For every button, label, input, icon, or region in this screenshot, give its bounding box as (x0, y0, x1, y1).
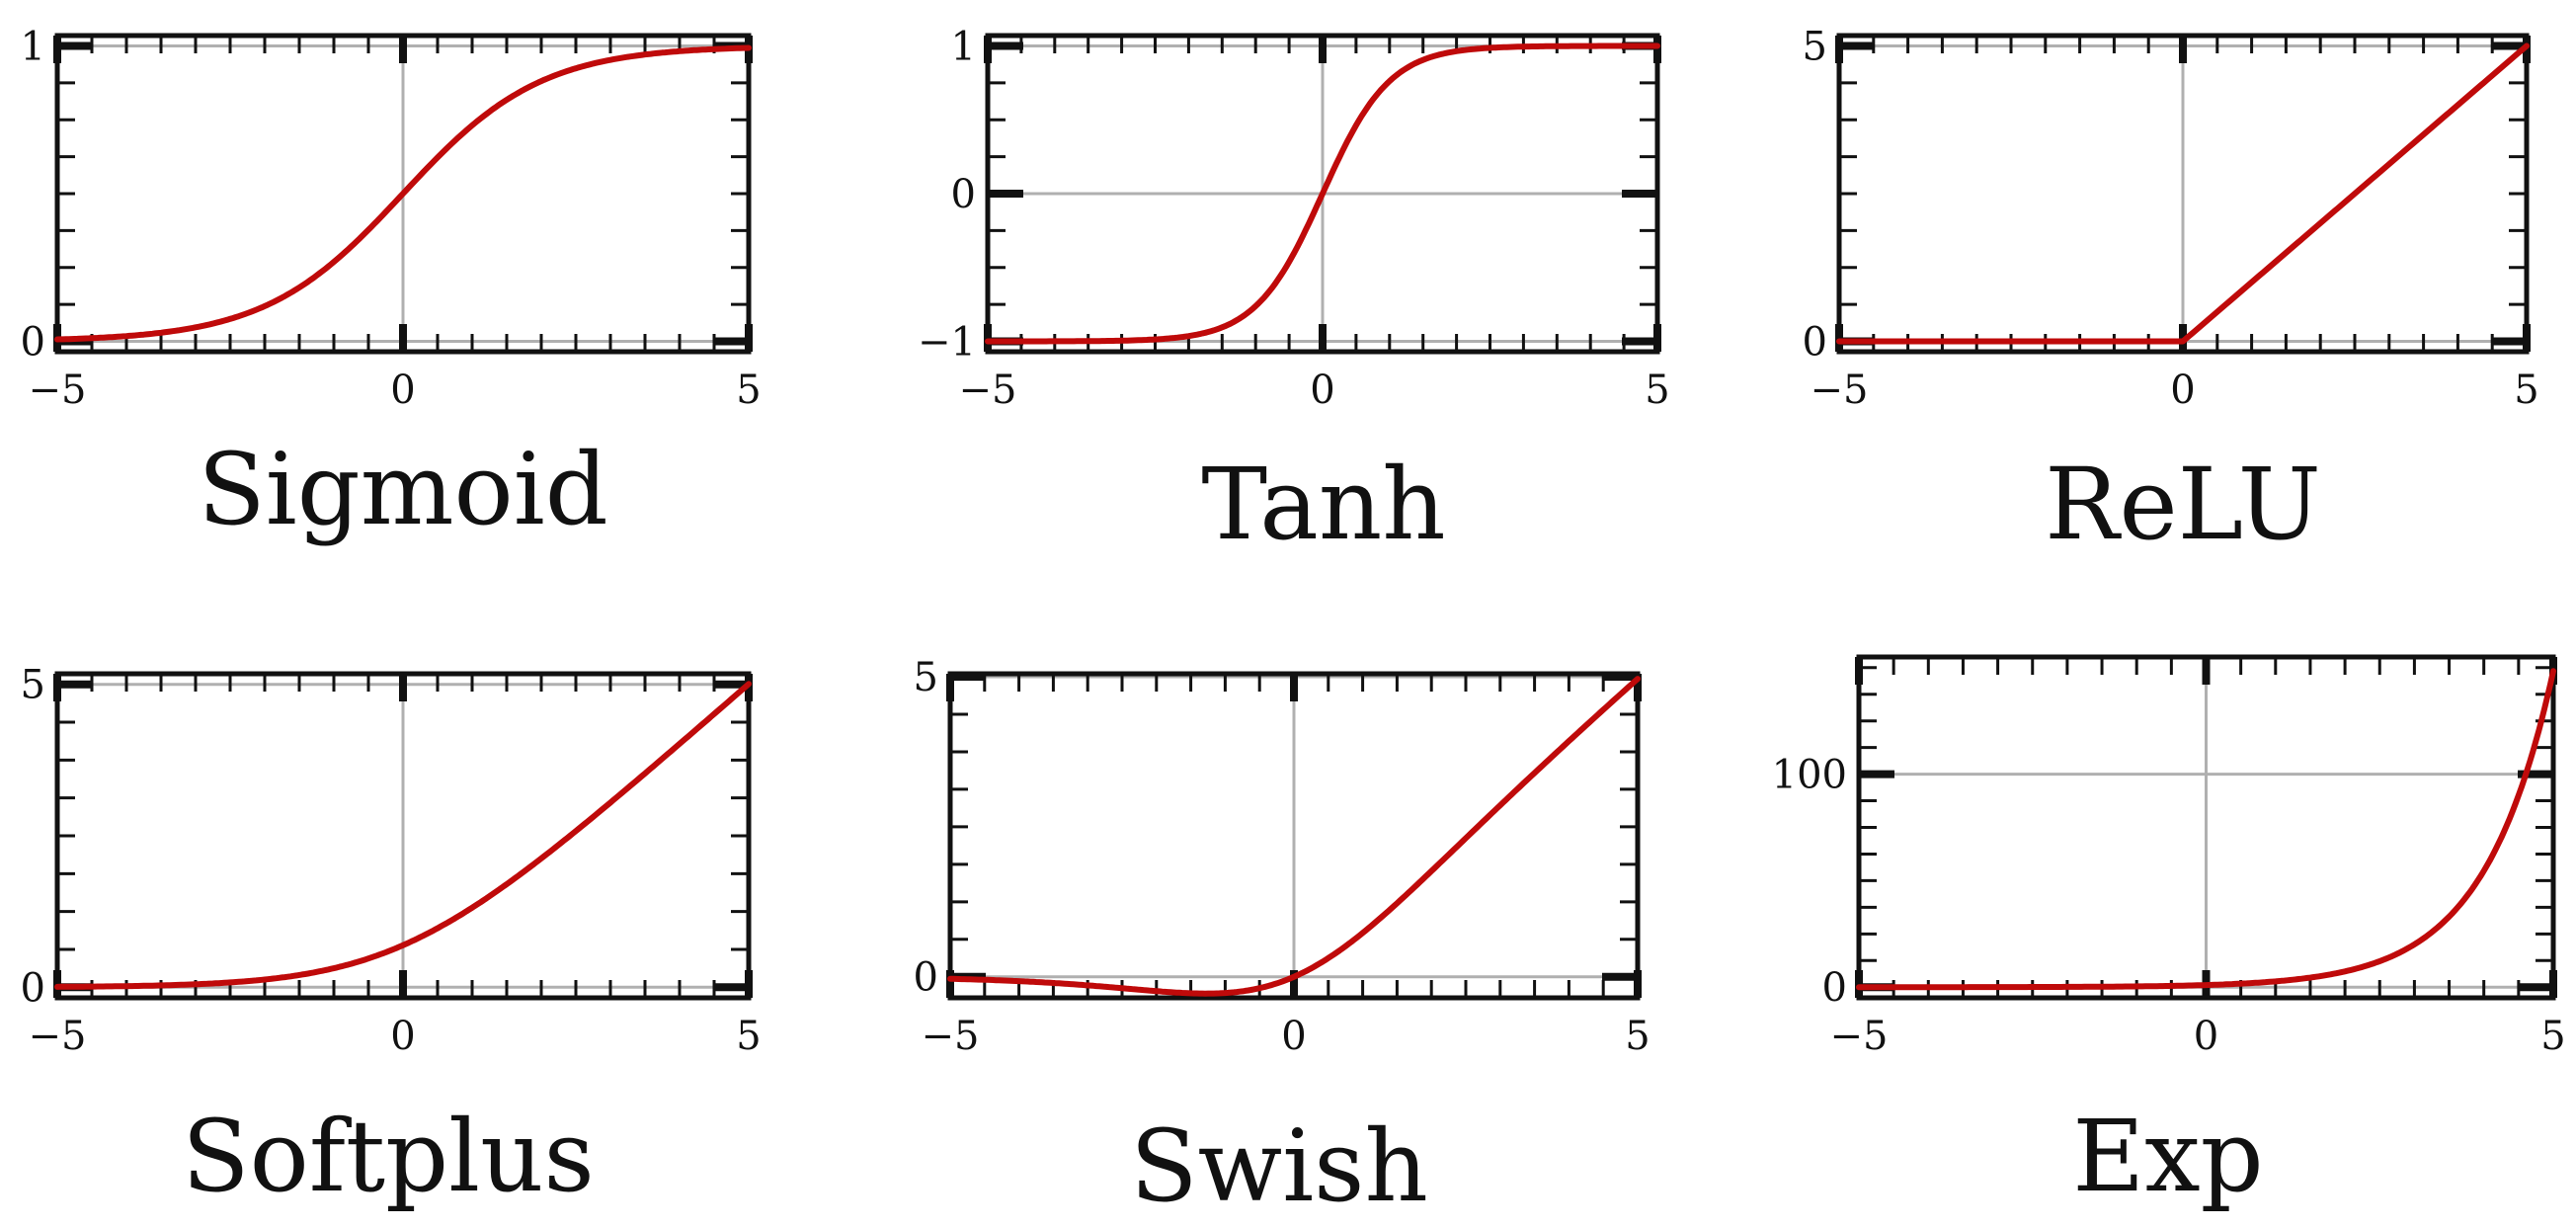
x-tick-label: 0 (390, 368, 415, 413)
x-tick-label: 0 (2194, 1014, 2218, 1059)
exp-curve (1856, 668, 2556, 991)
y-tick-label: 0 (1803, 320, 1827, 366)
x-tick-label: 5 (736, 368, 761, 413)
x-tick-label: −5 (922, 1014, 980, 1059)
x-tick-label: 5 (2540, 1014, 2565, 1059)
x-tick-label: 0 (1310, 368, 1334, 413)
x-tick-label: 5 (1625, 1014, 1650, 1059)
plot-frame (1836, 33, 2530, 355)
x-tick-label: −5 (29, 368, 87, 413)
tanh-curve (985, 42, 1660, 345)
y-tick-label: 1 (951, 24, 976, 69)
plot-frame (985, 33, 1660, 355)
panel-title: Sigmoid (198, 432, 608, 547)
panel-title: Exp (2072, 1099, 2263, 1214)
y-tick-label: 5 (1803, 24, 1827, 69)
sigmoid-curve (54, 44, 752, 343)
panel-title: Tanh (1201, 447, 1445, 562)
x-tick-label: 0 (1281, 1014, 1306, 1059)
y-tick-label: 100 (1772, 753, 1847, 798)
x-tick-label: −5 (29, 1014, 87, 1059)
x-tick-label: −5 (959, 368, 1017, 413)
y-tick-label: −1 (918, 320, 976, 366)
plot-frame (54, 33, 752, 355)
x-tick-label: 0 (2170, 368, 2195, 413)
y-tick-label: 5 (914, 655, 938, 700)
y-tick-label: 0 (914, 955, 938, 1001)
y-tick-label: 0 (951, 172, 976, 217)
x-tick-label: 0 (390, 1014, 415, 1059)
swish-curve (947, 676, 1641, 997)
panel-title: Softplus (182, 1099, 595, 1214)
y-tick-label: 5 (21, 663, 45, 708)
x-tick-label: −5 (1830, 1014, 1889, 1059)
plot-frame (1856, 654, 2556, 1001)
y-tick-label: 0 (1822, 965, 1847, 1011)
y-tick-label: 0 (21, 320, 45, 366)
plot-frame (54, 671, 752, 1001)
y-tick-label: 1 (21, 24, 45, 69)
panel-swish: −5 0 5 0 5 Swish (914, 655, 1650, 1224)
x-tick-label: 5 (736, 1014, 761, 1059)
relu-curve (1836, 42, 2530, 345)
panel-tanh: −5 0 5 −1 0 1 Tanh (918, 24, 1670, 562)
x-tick-label: 5 (2514, 368, 2538, 413)
x-tick-label: 5 (1645, 368, 1669, 413)
panel-title: ReLU (2045, 447, 2321, 562)
y-tick-label: 0 (21, 965, 45, 1011)
softplus-curve (54, 681, 752, 990)
x-tick-label: −5 (1811, 368, 1869, 413)
panel-title: Swish (1130, 1108, 1428, 1224)
plot-frame (947, 671, 1641, 1001)
